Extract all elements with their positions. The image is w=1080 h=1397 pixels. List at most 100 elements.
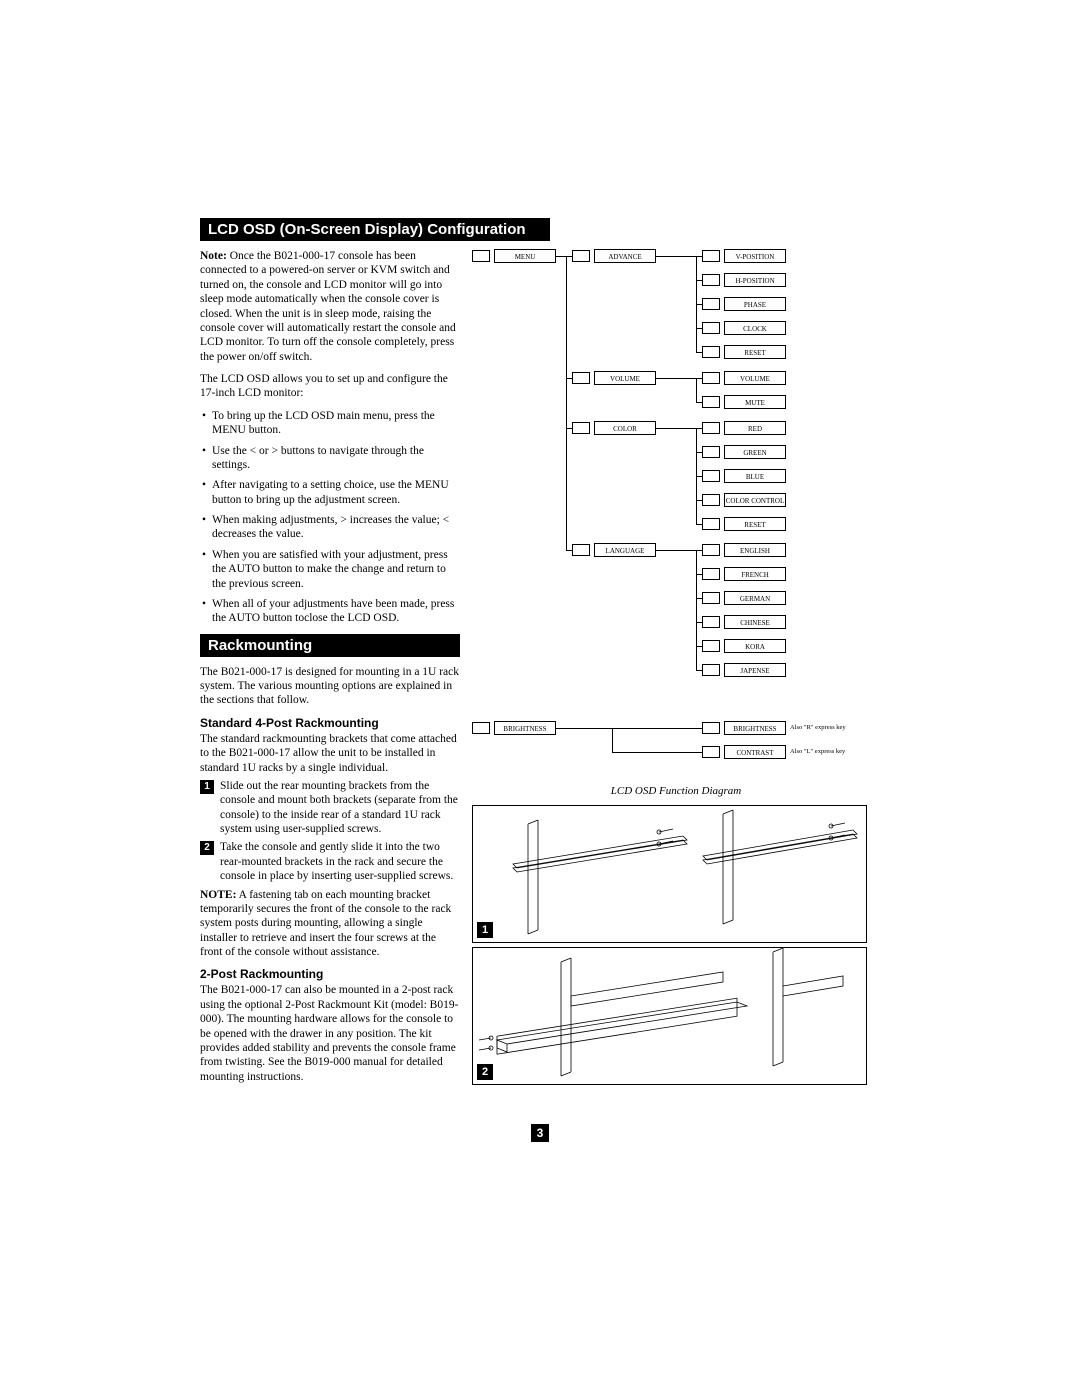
osd-connector bbox=[612, 752, 702, 753]
post2-heading: 2-Post Rackmounting bbox=[200, 967, 460, 981]
osd-icon bbox=[572, 372, 590, 384]
post2-para: The B021-000-17 can also be mounted in a… bbox=[200, 983, 460, 1084]
osd-icon bbox=[702, 568, 720, 580]
page-content: LCD OSD (On-Screen Display) Configuratio… bbox=[200, 218, 880, 1092]
osd-box-japense: JAPENSE bbox=[702, 663, 786, 677]
rackmounting-header: Rackmounting bbox=[200, 634, 460, 657]
osd-box-red: RED bbox=[702, 421, 786, 435]
osd-label: LANGUAGE bbox=[594, 543, 656, 557]
osd-box-english: ENGLISH bbox=[702, 543, 786, 557]
osd-label: COLOR bbox=[594, 421, 656, 435]
osd-label: COLOR CONTROL bbox=[724, 493, 786, 507]
osd-connector bbox=[656, 428, 696, 429]
bullet-3: When making adjustments, > increases the… bbox=[200, 513, 460, 542]
osd-label: RESET bbox=[724, 517, 786, 531]
step-1: 1 Slide out the rear mounting brackets f… bbox=[200, 779, 460, 837]
osd-label: V-POSITION bbox=[724, 249, 786, 263]
bullet-2: After navigating to a setting choice, us… bbox=[200, 478, 460, 507]
osd-icon bbox=[702, 592, 720, 604]
lcd-osd-note: Note: Once the B021-000-17 console has b… bbox=[200, 249, 460, 364]
osd-label: H-POSITION bbox=[724, 273, 786, 287]
lcd-osd-note-text: Once the B021-000-17 console has been co… bbox=[200, 250, 456, 363]
rack-figure-2: 2 bbox=[472, 947, 867, 1085]
osd-icon bbox=[572, 544, 590, 556]
osd-note: Also "L" express key bbox=[790, 748, 845, 755]
osd-box-green: GREEN bbox=[702, 445, 786, 459]
osd-label: MENU bbox=[494, 249, 556, 263]
osd-label: CLOCK bbox=[724, 321, 786, 335]
osd-label: RED bbox=[724, 421, 786, 435]
bullet-0: To bring up the LCD OSD main menu, press… bbox=[200, 409, 460, 438]
osd-icon bbox=[702, 422, 720, 434]
osd-icon bbox=[702, 746, 720, 758]
osd-box-mute: MUTE bbox=[702, 395, 786, 409]
left-column: Note: Once the B021-000-17 console has b… bbox=[200, 249, 460, 1092]
osd-box-h-position: H-POSITION bbox=[702, 273, 786, 287]
osd-icon bbox=[702, 346, 720, 358]
step-1-text: Slide out the rear mounting brackets fro… bbox=[220, 779, 460, 837]
osd-box-volume: VOLUME bbox=[572, 371, 656, 385]
osd-box-phase: PHASE bbox=[702, 297, 786, 311]
osd-icon bbox=[702, 544, 720, 556]
osd-connector bbox=[656, 378, 696, 379]
osd-box-volume: VOLUME bbox=[702, 371, 786, 385]
step-2-text: Take the console and gently slide it int… bbox=[220, 840, 460, 883]
bullet-1: Use the < or > buttons to navigate throu… bbox=[200, 444, 460, 473]
osd-box-german: GERMAN bbox=[702, 591, 786, 605]
osd-icon bbox=[702, 446, 720, 458]
osd-icon bbox=[702, 722, 720, 734]
osd-box-advance: ADVANCE bbox=[572, 249, 656, 263]
osd-box-color: COLOR bbox=[572, 421, 656, 435]
osd-connector bbox=[612, 728, 613, 752]
osd-box-language: LANGUAGE bbox=[572, 543, 656, 557]
rack-fig2-num: 2 bbox=[477, 1064, 493, 1080]
lcd-osd-header: LCD OSD (On-Screen Display) Configuratio… bbox=[200, 218, 550, 241]
std-4post-heading: Standard 4-Post Rackmounting bbox=[200, 716, 460, 730]
page-number-wrap: 3 bbox=[531, 1124, 549, 1142]
osd-label: MUTE bbox=[724, 395, 786, 409]
rack-fig1-num: 1 bbox=[477, 922, 493, 938]
osd-note: Also "R" express key bbox=[790, 724, 846, 731]
std-4post-para: The standard rackmounting brackets that … bbox=[200, 732, 460, 775]
osd-label: RESET bbox=[724, 345, 786, 359]
osd-icon bbox=[702, 250, 720, 262]
osd-icon bbox=[702, 616, 720, 628]
osd-label: GERMAN bbox=[724, 591, 786, 605]
osd-box-color-control: COLOR CONTROL bbox=[702, 493, 786, 507]
osd-icon bbox=[472, 722, 490, 734]
osd-label: BLUE bbox=[724, 469, 786, 483]
osd-icon bbox=[702, 518, 720, 530]
osd-connector bbox=[656, 550, 696, 551]
rack-svg-2 bbox=[473, 948, 868, 1086]
osd-box-brightness: BRIGHTNESS bbox=[702, 721, 786, 735]
osd-icon bbox=[702, 664, 720, 676]
osd-label: CONTRAST bbox=[724, 745, 786, 759]
osd-icon bbox=[702, 372, 720, 384]
rackmount-intro: The B021-000-17 is designed for mounting… bbox=[200, 665, 460, 708]
osd-box-chinese: CHINESE bbox=[702, 615, 786, 629]
lcd-osd-two-col: Note: Once the B021-000-17 console has b… bbox=[200, 249, 880, 1092]
osd-label: ADVANCE bbox=[594, 249, 656, 263]
osd-box-v-position: V-POSITION bbox=[702, 249, 786, 263]
osd-connector bbox=[612, 728, 702, 729]
right-column: MENU ADVANCE V-POSITION H-POSITION PHASE CLOC… bbox=[472, 249, 880, 1092]
osd-label: BRIGHTNESS bbox=[494, 721, 556, 735]
osd-label: FRENCH bbox=[724, 567, 786, 581]
step-2-num: 2 bbox=[200, 841, 214, 855]
osd-function-diagram: MENU ADVANCE V-POSITION H-POSITION PHASE CLOC… bbox=[472, 249, 880, 779]
osd-box-french: FRENCH bbox=[702, 567, 786, 581]
rack-figure-1: 1 bbox=[472, 805, 867, 943]
page-number: 3 bbox=[531, 1124, 549, 1142]
osd-label: ENGLISH bbox=[724, 543, 786, 557]
osd-icon bbox=[702, 322, 720, 334]
rack-svg-1 bbox=[473, 806, 868, 944]
osd-label: VOLUME bbox=[724, 371, 786, 385]
bullet-4: When you are satisfied with your adjustm… bbox=[200, 548, 460, 591]
osd-icon bbox=[702, 470, 720, 482]
osd-box-contrast: CONTRAST bbox=[702, 745, 786, 759]
lcd-osd-bullets: To bring up the LCD OSD main menu, press… bbox=[200, 409, 460, 626]
osd-icon bbox=[572, 250, 590, 262]
osd-icon bbox=[702, 396, 720, 408]
osd-label: GREEN bbox=[724, 445, 786, 459]
osd-icon bbox=[702, 298, 720, 310]
